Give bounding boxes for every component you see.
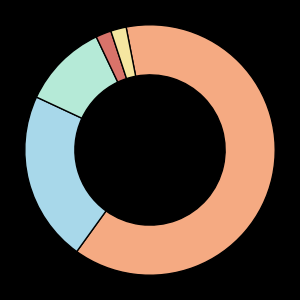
Wedge shape (111, 27, 136, 79)
Wedge shape (37, 37, 118, 118)
Wedge shape (25, 97, 106, 252)
Wedge shape (96, 31, 127, 82)
Wedge shape (77, 25, 275, 275)
